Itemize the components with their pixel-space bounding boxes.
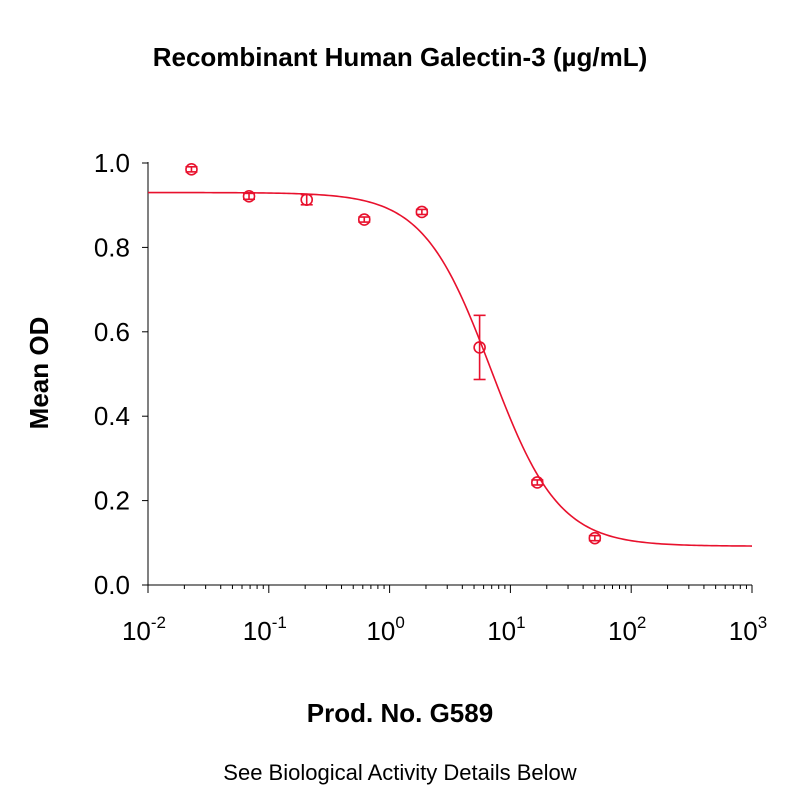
point-marker	[415, 205, 429, 219]
y-axis-label: Mean OD	[24, 317, 54, 430]
x-tick-label: 101	[487, 613, 525, 646]
point-marker	[185, 163, 198, 176]
y-tick-label: 1.0	[94, 148, 130, 178]
axis-tick-labels: 0.0 0.2 0.4 0.6 0.8 1.0 10-2 10-1 100 101 102 103	[94, 148, 767, 646]
data-point	[300, 193, 314, 207]
x-tick-label: 102	[608, 613, 646, 646]
point-marker	[473, 341, 486, 354]
x-axis-label: Prod. No. G589	[306, 698, 494, 728]
axis-ticks	[142, 162, 753, 593]
y-tick-label: 0.2	[94, 486, 130, 516]
chart-title: Recombinant Human Galectin-3 (µg/mL)	[152, 42, 648, 72]
data-point	[531, 476, 544, 489]
data-point	[242, 190, 256, 203]
footer-note: See Biological Activity Details Below	[223, 760, 577, 785]
data-point	[357, 213, 371, 226]
x-tick-label: 10-2	[122, 613, 166, 646]
point-marker	[588, 531, 602, 545]
x-tick-label: 10-1	[243, 613, 287, 646]
y-tick-label: 0.0	[94, 570, 130, 600]
data-point	[473, 314, 486, 381]
fit-curve	[147, 191, 753, 547]
point-marker	[357, 213, 371, 226]
data-points	[185, 163, 602, 545]
point-marker	[242, 190, 256, 203]
y-tick-label: 0.4	[94, 401, 130, 431]
x-tick-label: 100	[366, 613, 404, 646]
y-tick-label: 0.6	[94, 317, 130, 347]
data-point	[415, 205, 429, 219]
data-point	[185, 163, 198, 176]
data-point	[588, 531, 602, 545]
point-marker	[531, 476, 544, 489]
x-tick-label: 103	[729, 613, 767, 646]
axes	[147, 162, 752, 586]
y-tick-label: 0.8	[94, 232, 130, 262]
point-marker	[300, 193, 314, 207]
